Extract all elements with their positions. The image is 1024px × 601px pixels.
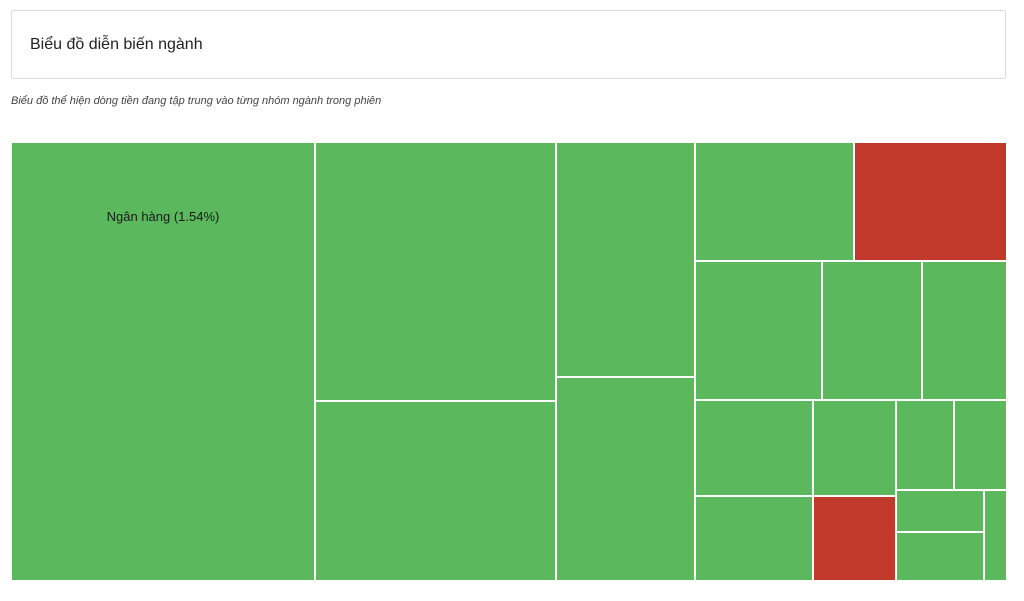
- treemap-tile[interactable]: Tài nguyên (-0.3%): [854, 142, 1007, 261]
- chart-title: Biểu đồ diễn biến ngành: [30, 36, 203, 53]
- treemap-tile[interactable]: Hàng hóa và dịch vụ công nghiệp (0.89%): [556, 377, 695, 581]
- chart-header-card: Biểu đồ diễn biến ngành: [11, 10, 1006, 79]
- treemap-tile[interactable]: Bất động sản (0.1%): [315, 142, 556, 401]
- treemap-tile[interactable]: Hóa chất (1.02%): [822, 261, 922, 400]
- treemap-tile[interactable]: Dịch vụ bán lẻ (2.09%): [695, 496, 813, 581]
- treemap-tile[interactable]: Du lịch & Giải trí (-0.08%): [813, 496, 896, 581]
- treemap-tile[interactable]: Y tế (0.02%): [896, 532, 984, 581]
- treemap-tile[interactable]: Dịch vụ tiện ích (0.08%): [556, 142, 695, 377]
- treemap-tile[interactable]: Ôtô & linh kiện phụ tùng (0.19%): [954, 400, 1007, 490]
- treemap-tile[interactable]: Đồ dùng cá nhân và đồ gia dụng (0.49%): [896, 490, 984, 532]
- treemap-tile[interactable]: Thực phẩm & Đồ uống (0.76%): [315, 401, 556, 581]
- treemap-tile[interactable]: Dầu khí (0.52%): [695, 400, 813, 496]
- chart-subtitle: Biểu đồ thể hiện dòng tiền đang tập trun…: [11, 95, 382, 107]
- sector-treemap: Ngân hàng (1.54%) Bất động sản (0.1%)Thực…: [11, 142, 1007, 581]
- treemap-tile[interactable]: Dịch vụ tài chính (0.97%): [695, 261, 822, 400]
- treemap-tile[interactable]: Công nghệ (1.14%): [922, 261, 1007, 400]
- treemap-tile[interactable]: Viễn thông (0.55%): [813, 400, 896, 496]
- treemap-tile[interactable]: Ngân hàng (1.54%): [11, 142, 315, 581]
- treemap-tile[interactable]: Xây dựng & Vật liệu (0.03%): [695, 142, 854, 261]
- treemap-tile-label: Ngân hàng (1.54%): [106, 209, 220, 224]
- treemap-tile[interactable]: Phương tiện truyền thông (1.3…: [984, 490, 1007, 581]
- treemap-tile[interactable]: Bảo hiểm (0.19%): [896, 400, 954, 490]
